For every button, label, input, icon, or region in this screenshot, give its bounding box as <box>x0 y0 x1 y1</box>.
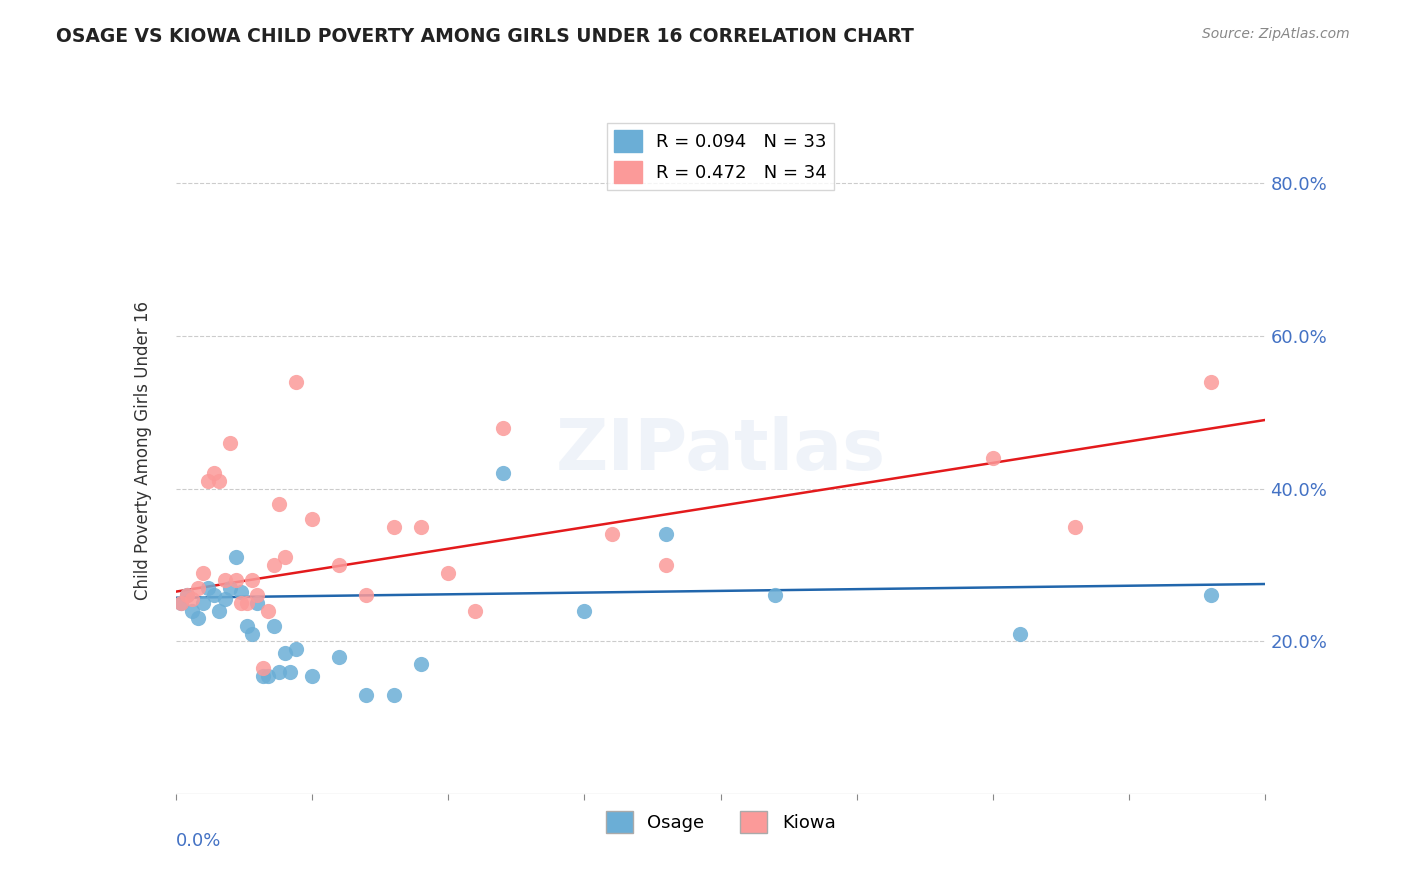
Point <box>225 550 247 565</box>
Point <box>197 581 219 595</box>
Point <box>409 520 432 534</box>
Point <box>252 661 274 675</box>
Point <box>240 573 263 587</box>
Point <box>284 375 307 389</box>
Point <box>278 665 301 679</box>
Point <box>981 451 1004 466</box>
Point <box>257 604 280 618</box>
Point <box>437 566 460 580</box>
Point <box>1010 626 1032 640</box>
Point <box>225 573 247 587</box>
Point <box>274 646 297 660</box>
Point <box>1063 520 1085 534</box>
Point <box>191 566 214 580</box>
Point <box>655 527 678 541</box>
Point <box>328 558 350 572</box>
Point <box>409 657 432 672</box>
Point <box>235 596 257 610</box>
Point <box>246 596 269 610</box>
Text: Source: ZipAtlas.com: Source: ZipAtlas.com <box>1202 27 1350 41</box>
Point <box>382 688 405 702</box>
Point <box>231 596 253 610</box>
Point <box>382 520 405 534</box>
Point <box>219 435 242 450</box>
Point <box>356 688 378 702</box>
Point <box>219 581 242 595</box>
Text: OSAGE VS KIOWA CHILD POVERTY AMONG GIRLS UNDER 16 CORRELATION CHART: OSAGE VS KIOWA CHILD POVERTY AMONG GIRLS… <box>56 27 914 45</box>
Text: 0.0%: 0.0% <box>176 831 221 850</box>
Point <box>191 596 214 610</box>
Point <box>176 589 198 603</box>
Text: ZIPatlas: ZIPatlas <box>555 416 886 485</box>
Point <box>356 589 378 603</box>
Point <box>235 619 257 633</box>
Point <box>328 649 350 664</box>
Point <box>269 497 291 511</box>
Point <box>214 592 236 607</box>
Point <box>231 584 253 599</box>
Y-axis label: Child Poverty Among Girls Under 16: Child Poverty Among Girls Under 16 <box>134 301 152 600</box>
Point <box>464 604 486 618</box>
Point <box>574 604 596 618</box>
Point <box>240 626 263 640</box>
Point <box>208 474 231 488</box>
Point <box>263 558 285 572</box>
Point <box>492 467 515 481</box>
Point <box>202 589 225 603</box>
Point <box>208 604 231 618</box>
Point <box>763 589 786 603</box>
Legend: Osage, Kiowa: Osage, Kiowa <box>599 804 842 839</box>
Point <box>600 527 623 541</box>
Point <box>170 596 193 610</box>
Point <box>1199 375 1222 389</box>
Point <box>214 573 236 587</box>
Point <box>186 581 209 595</box>
Point <box>181 592 204 607</box>
Point <box>1199 589 1222 603</box>
Point <box>176 589 198 603</box>
Point <box>301 668 323 682</box>
Point <box>252 668 274 682</box>
Point <box>655 558 678 572</box>
Point <box>263 619 285 633</box>
Point <box>186 611 209 625</box>
Point <box>301 512 323 526</box>
Point <box>274 550 297 565</box>
Point <box>170 596 193 610</box>
Point <box>246 589 269 603</box>
Point <box>284 641 307 656</box>
Point <box>202 467 225 481</box>
Point <box>197 474 219 488</box>
Point <box>492 420 515 434</box>
Point <box>269 665 291 679</box>
Point <box>257 668 280 682</box>
Point <box>181 604 204 618</box>
